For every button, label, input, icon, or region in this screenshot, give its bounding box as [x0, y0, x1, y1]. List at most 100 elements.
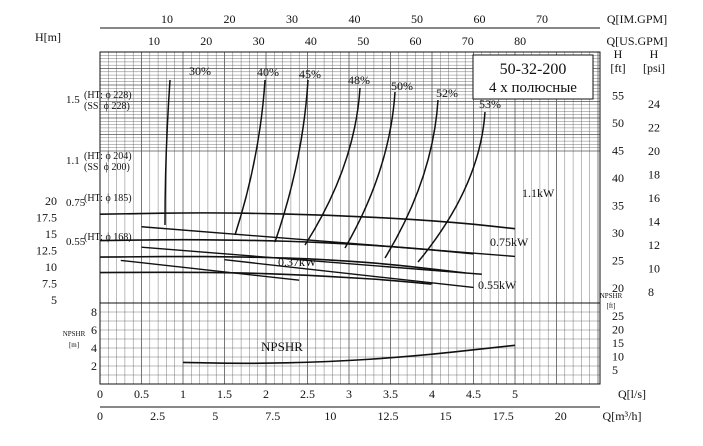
efficiency-curve	[384, 99, 439, 259]
tick-label-q-ls: 4	[429, 387, 435, 401]
tick-label-q-usgpm: 10	[148, 34, 160, 48]
tick-label-q-usgpm: 70	[462, 34, 474, 48]
efficiency-curve	[304, 87, 361, 246]
tick-label-head-psi: 18	[648, 168, 660, 182]
efficiency-label: 30%	[189, 64, 211, 78]
tick-label-head-ft: 25	[612, 254, 624, 268]
tick-label-q-ls: 1	[180, 387, 186, 401]
impeller-label: 1.5	[66, 94, 80, 106]
efficiency-label: 48%	[348, 73, 370, 87]
axis-label-npshr-ft-unit: [ft]	[607, 302, 616, 310]
axis-label-q-imgpm: Q[IM.GPM]	[607, 12, 667, 26]
model-title: 50-32-200	[500, 61, 567, 78]
tick-label-head-psi: 22	[648, 121, 660, 135]
tick-label-head-m: 15	[45, 227, 57, 241]
efficiency-label: 50%	[391, 79, 413, 93]
tick-label-q-ls: 2	[263, 387, 269, 401]
tick-label-q-ls: 3	[346, 387, 352, 401]
tick-label-head-m: 20	[45, 194, 57, 208]
axis-label-npshr-m: NPSHR	[63, 330, 86, 338]
tick-label-npshr-m: 8	[91, 305, 97, 319]
tick-label-npshr-ft: 25	[612, 309, 624, 323]
model-subtitle: 4 х полюсные	[489, 80, 577, 96]
efficiency-curve	[274, 79, 309, 243]
axis-label-head-psi-unit: [psi]	[643, 61, 665, 75]
axis-label-head-m: H[m]	[35, 30, 61, 44]
efficiency-label: 52%	[436, 86, 458, 100]
axis-label-q-usgpm: Q[US.GPM]	[606, 34, 667, 48]
power-label: 0.37kW	[278, 255, 317, 269]
tick-label-q-imgpm: 60	[474, 12, 486, 26]
chart-grid	[99, 51, 601, 385]
tick-label-head-m: 5	[51, 293, 57, 307]
npshr-curve	[182, 344, 516, 365]
tick-label-q-ls: 5	[512, 387, 518, 401]
axis-label-q-ls: Q[l/s]	[618, 387, 646, 401]
tick-label-q-m3h: 7.5	[265, 409, 280, 423]
tick-label-q-ls: 4.5	[466, 387, 481, 401]
tick-label-head-ft: 35	[612, 199, 624, 213]
tick-label-head-m: 7.5	[42, 277, 57, 291]
tick-label-head-ft: 50	[612, 116, 624, 130]
tick-label-q-usgpm: 60	[410, 34, 422, 48]
tick-label-npshr-ft: 20	[612, 323, 624, 337]
impeller-label-ss: (SS: ϕ 200)	[84, 162, 130, 173]
efficiency-curve	[344, 91, 396, 249]
impeller-label: 0.75	[66, 197, 86, 209]
tick-label-q-m3h: 17.5	[493, 409, 514, 423]
tick-label-npshr-ft: 15	[612, 336, 624, 350]
tick-label-q-ls: 3.5	[383, 387, 398, 401]
tick-label-q-usgpm: 80	[514, 34, 526, 48]
power-line	[141, 226, 516, 258]
tick-label-head-ft: 30	[612, 226, 624, 240]
head-curve	[99, 271, 433, 285]
head-curve	[99, 238, 474, 255]
power-label: 1.1kW	[522, 186, 555, 200]
tick-label-q-imgpm: 10	[161, 12, 173, 26]
tick-label-q-m3h: 15	[440, 409, 452, 423]
efficiency-curve	[164, 79, 171, 226]
tick-label-head-psi: 24	[648, 97, 660, 111]
chart-curves	[99, 79, 516, 365]
tick-label-q-imgpm: 30	[286, 12, 298, 26]
efficiency-label: 40%	[257, 65, 279, 79]
tick-label-q-ls: 1.5	[217, 387, 232, 401]
impeller-label-ht: (HT: ϕ 204)	[84, 151, 132, 162]
impeller-label-ht: (HT: ϕ 228)	[84, 90, 132, 101]
tick-label-npshr-m: 6	[91, 323, 97, 337]
tick-label-head-ft: 55	[612, 89, 624, 103]
impeller-label: 0.55	[66, 236, 86, 248]
impeller-label-ht: (HT: ϕ 185)	[84, 193, 132, 204]
tick-label-q-usgpm: 30	[253, 34, 265, 48]
tick-label-q-ls: 0	[97, 387, 103, 401]
tick-label-head-psi: 8	[648, 285, 654, 299]
head-curve	[99, 212, 516, 230]
tick-label-head-psi: 10	[648, 262, 660, 276]
power-line	[141, 246, 482, 275]
tick-label-q-imgpm: 70	[536, 12, 548, 26]
tick-label-q-ls: 2.5	[300, 387, 315, 401]
tick-label-head-psi: 12	[648, 238, 660, 252]
power-label: 0.55kW	[478, 278, 517, 292]
tick-label-q-ls: 0.5	[134, 387, 149, 401]
tick-label-q-m3h: 5	[212, 409, 218, 423]
tick-label-q-usgpm: 50	[357, 34, 369, 48]
axis-label-head-psi: H	[650, 47, 659, 61]
axis-label-npshr-ft: NPSHR	[600, 292, 623, 300]
tick-label-head-ft: 45	[612, 144, 624, 158]
power-line	[120, 259, 300, 281]
tick-label-q-imgpm: 40	[349, 12, 361, 26]
model-box: 50-32-200 4 х полюсные	[472, 54, 594, 100]
tick-label-head-ft: 40	[612, 171, 624, 185]
tick-label-head-m: 12.5	[36, 244, 57, 258]
axis-label-head-ft: H	[614, 47, 623, 61]
tick-label-head-m: 10	[45, 260, 57, 274]
tick-label-head-ft: 20	[612, 281, 624, 295]
tick-label-head-psi: 14	[648, 215, 660, 229]
tick-label-q-m3h: 10	[324, 409, 336, 423]
efficiency-curve	[234, 79, 266, 236]
tick-label-q-m3h: 12.5	[378, 409, 399, 423]
tick-label-head-psi: 16	[648, 191, 660, 205]
